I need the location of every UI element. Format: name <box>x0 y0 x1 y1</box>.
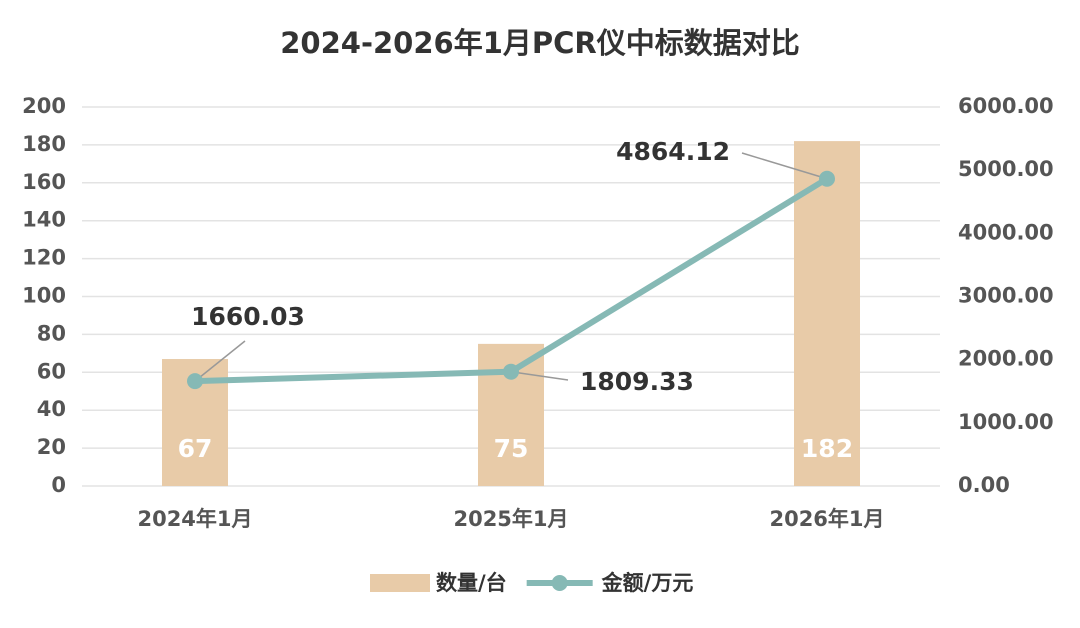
y-tick-label: 180 <box>22 132 66 156</box>
bar-value-label: 75 <box>494 434 529 463</box>
legend-marker <box>551 575 568 591</box>
y-tick-label: 120 <box>22 246 66 270</box>
bar <box>794 141 860 487</box>
y-tick-label: 0 <box>51 473 66 497</box>
legend-swatch <box>370 574 430 592</box>
x-tick-label: 2024年1月 <box>137 507 252 531</box>
line-point <box>187 373 203 390</box>
legend-label: 金额/万元 <box>601 571 694 595</box>
leader-line <box>741 152 828 180</box>
legend-label: 数量/台 <box>436 571 507 595</box>
line-point <box>503 363 519 380</box>
leader-line <box>510 370 569 381</box>
y2-tick-label: 4000.00 <box>958 220 1054 244</box>
leader-line <box>194 340 246 382</box>
y-tick-label: 60 <box>37 359 66 383</box>
y2-tick-label: 1000.00 <box>958 410 1054 434</box>
y-tick-label: 200 <box>22 94 66 118</box>
y-tick-label: 140 <box>22 208 66 232</box>
y2-tick-label: 2000.00 <box>958 347 1054 371</box>
line-value-label: 4864.12 <box>616 137 730 166</box>
x-tick-label: 2025年1月 <box>453 507 568 531</box>
y-tick-label: 160 <box>22 170 66 194</box>
x-tick-label: 2026年1月 <box>769 507 884 531</box>
bar-value-label: 67 <box>178 434 213 463</box>
y2-tick-label: 6000.00 <box>958 94 1054 118</box>
y2-tick-label: 5000.00 <box>958 157 1054 181</box>
bar-value-label: 182 <box>801 434 853 463</box>
line-point <box>819 170 835 187</box>
line-value-label: 1809.33 <box>580 367 694 396</box>
y-tick-label: 40 <box>37 397 66 421</box>
y-tick-label: 20 <box>37 435 66 459</box>
y-tick-label: 80 <box>37 321 66 345</box>
line-value-label: 1660.03 <box>191 302 305 331</box>
y2-tick-label: 3000.00 <box>958 284 1054 308</box>
y2-tick-label: 0.00 <box>958 473 1010 497</box>
legend-item: 金额/万元 <box>526 571 694 595</box>
y-tick-label: 100 <box>22 284 66 308</box>
legend-item: 数量/台 <box>370 571 507 595</box>
chart-title: 2024-2026年1月PCR仪中标数据对比 <box>280 26 800 60</box>
